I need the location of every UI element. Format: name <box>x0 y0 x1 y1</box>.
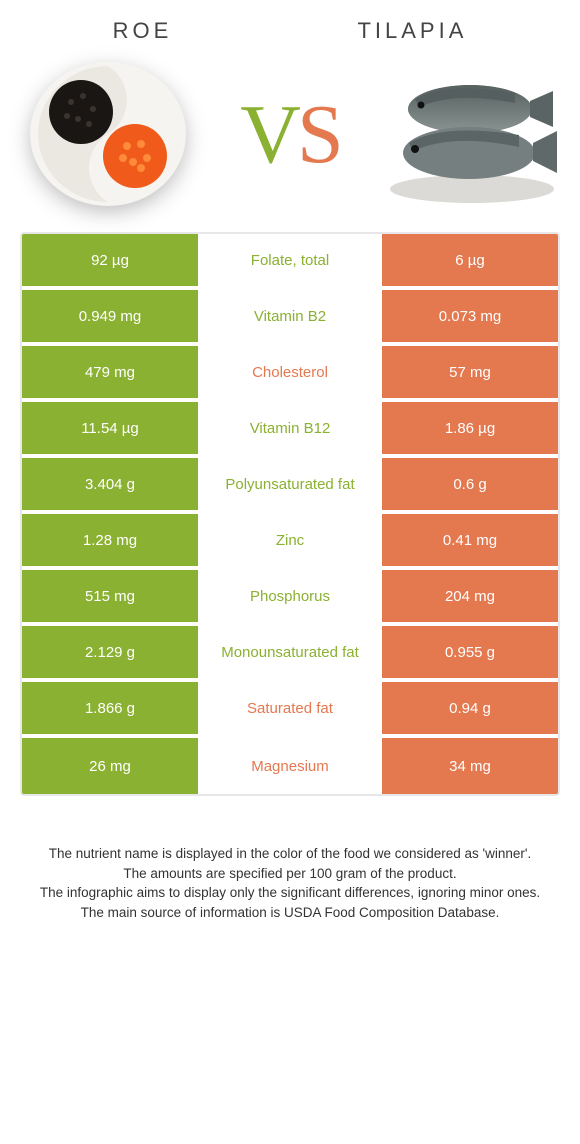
nutrient-name: Zinc <box>202 514 378 566</box>
table-row: 2.129 gMonounsaturated fat0.955 g <box>22 626 558 682</box>
right-value: 1.86 µg <box>378 402 558 454</box>
nutrient-name: Polyunsaturated fat <box>202 458 378 510</box>
table-row: 3.404 gPolyunsaturated fat0.6 g <box>22 458 558 514</box>
table-row: 0.949 mgVitamin B20.073 mg <box>22 290 558 346</box>
table-row: 92 µgFolate, total6 µg <box>22 234 558 290</box>
nutrient-name: Vitamin B12 <box>202 402 378 454</box>
footer-line: The nutrient name is displayed in the co… <box>30 844 550 864</box>
nutrient-name: Vitamin B2 <box>202 290 378 342</box>
titles-row: Roe Tilapia <box>20 18 560 44</box>
comparison-table: 92 µgFolate, total6 µg0.949 mgVitamin B2… <box>20 232 560 796</box>
footer-line: The infographic aims to display only the… <box>30 883 550 903</box>
nutrient-name: Magnesium <box>202 738 378 794</box>
left-value: 11.54 µg <box>22 402 202 454</box>
right-title: Tilapia <box>357 18 467 44</box>
left-value: 2.129 g <box>22 626 202 678</box>
right-value: 34 mg <box>378 738 558 794</box>
footer-notes: The nutrient name is displayed in the co… <box>20 844 560 922</box>
right-value: 57 mg <box>378 346 558 398</box>
table-row: 11.54 µgVitamin B121.86 µg <box>22 402 558 458</box>
table-row: 479 mgCholesterol57 mg <box>22 346 558 402</box>
vs-s: S <box>297 88 340 181</box>
hero-row: VS <box>20 54 560 214</box>
left-value: 479 mg <box>22 346 202 398</box>
nutrient-name: Folate, total <box>202 234 378 286</box>
table-row: 515 mgPhosphorus204 mg <box>22 570 558 626</box>
left-value: 0.949 mg <box>22 290 202 342</box>
right-value: 0.955 g <box>378 626 558 678</box>
tilapia-image <box>385 54 560 214</box>
left-value: 26 mg <box>22 738 202 794</box>
nutrient-name: Cholesterol <box>202 346 378 398</box>
left-value: 3.404 g <box>22 458 202 510</box>
left-value: 1.28 mg <box>22 514 202 566</box>
table-row: 1.28 mgZinc0.41 mg <box>22 514 558 570</box>
table-row: 1.866 gSaturated fat0.94 g <box>22 682 558 738</box>
footer-line: The amounts are specified per 100 gram o… <box>30 864 550 884</box>
roe-image <box>20 54 195 214</box>
right-value: 6 µg <box>378 234 558 286</box>
nutrient-name: Saturated fat <box>202 682 378 734</box>
right-value: 0.41 mg <box>378 514 558 566</box>
vs-v: V <box>240 88 297 181</box>
table-row: 26 mgMagnesium34 mg <box>22 738 558 794</box>
right-value: 0.6 g <box>378 458 558 510</box>
left-value: 1.866 g <box>22 682 202 734</box>
nutrient-name: Monounsaturated fat <box>202 626 378 678</box>
left-value: 515 mg <box>22 570 202 622</box>
left-title: Roe <box>113 18 173 44</box>
right-value: 0.94 g <box>378 682 558 734</box>
vs-label: VS <box>240 86 339 183</box>
left-value: 92 µg <box>22 234 202 286</box>
footer-line: The main source of information is USDA F… <box>30 903 550 923</box>
nutrient-name: Phosphorus <box>202 570 378 622</box>
right-value: 0.073 mg <box>378 290 558 342</box>
right-value: 204 mg <box>378 570 558 622</box>
